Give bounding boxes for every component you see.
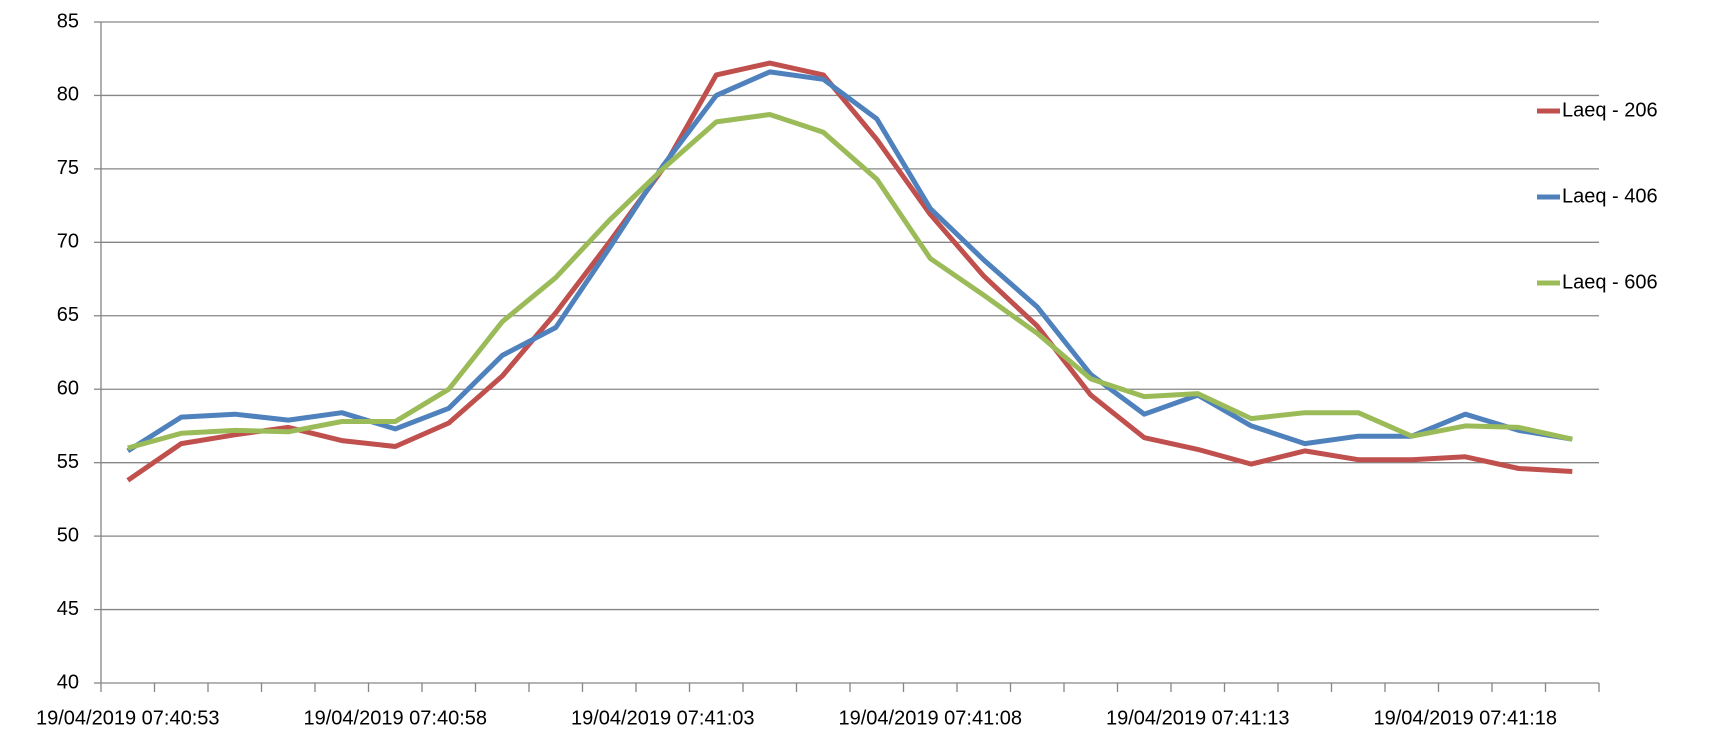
y-tick-label: 55 <box>57 451 79 473</box>
x-tick-label: 19/04/2019 07:41:18 <box>1373 707 1557 729</box>
legend-label: Laeq - 406 <box>1562 185 1658 207</box>
y-tick-label: 85 <box>57 10 79 32</box>
y-tick-label: 50 <box>57 524 79 546</box>
y-tick-label: 70 <box>57 231 79 253</box>
line-series <box>126 60 1573 483</box>
x-tick-label: 19/04/2019 07:40:53 <box>36 707 220 729</box>
x-tick-label: 19/04/2019 07:40:58 <box>303 707 487 729</box>
line-series <box>126 69 1573 454</box>
x-tick-label: 19/04/2019 07:41:13 <box>1106 707 1290 729</box>
y-tick-label: 45 <box>57 598 79 620</box>
y-tick-label: 40 <box>57 671 79 693</box>
y-tick-label: 60 <box>57 378 79 400</box>
line-series <box>127 112 1573 451</box>
x-tick-label: 19/04/2019 07:41:08 <box>838 707 1022 729</box>
x-tick-label: 19/04/2019 07:41:03 <box>571 707 755 729</box>
legend-label: Laeq - 606 <box>1562 271 1658 293</box>
y-tick-label: 75 <box>57 157 79 179</box>
y-tick-label: 65 <box>57 304 79 326</box>
legend-label: Laeq - 206 <box>1562 99 1658 121</box>
y-tick-label: 80 <box>57 84 79 106</box>
